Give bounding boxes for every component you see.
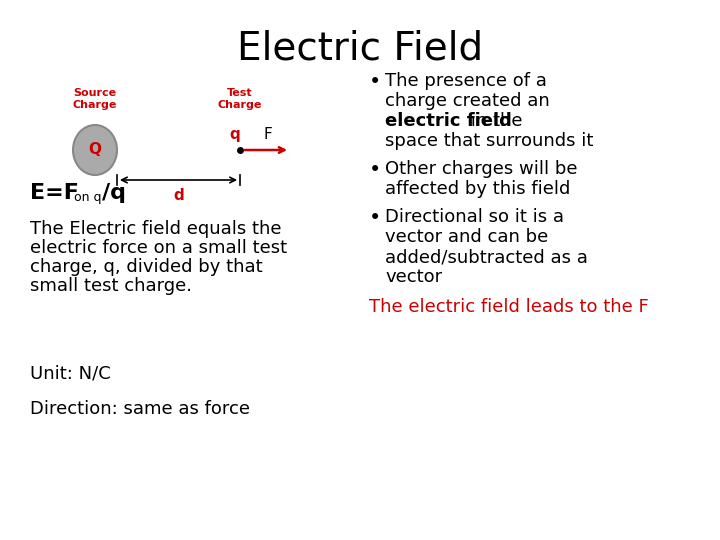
Text: charge created an: charge created an <box>385 92 550 110</box>
Text: The electric field leads to the F: The electric field leads to the F <box>369 298 649 316</box>
Text: space that surrounds it: space that surrounds it <box>385 132 593 150</box>
Text: The Electric field equals the: The Electric field equals the <box>30 220 282 238</box>
Text: vector: vector <box>385 268 442 286</box>
Text: Direction: same as force: Direction: same as force <box>30 400 250 418</box>
Text: •: • <box>369 160 382 180</box>
Text: q: q <box>230 127 240 142</box>
Text: charge, q, divided by that: charge, q, divided by that <box>30 258 263 276</box>
Text: Other charges will be: Other charges will be <box>385 160 577 178</box>
Text: electric field: electric field <box>385 112 512 130</box>
Text: electric force on a small test: electric force on a small test <box>30 239 287 257</box>
Text: on q: on q <box>74 191 102 204</box>
Text: F: F <box>264 127 272 142</box>
Text: Electric Field: Electric Field <box>237 30 483 68</box>
Text: added/subtracted as a: added/subtracted as a <box>385 248 588 266</box>
Text: Source
Charge: Source Charge <box>73 89 117 110</box>
Text: Test
Charge: Test Charge <box>218 89 262 110</box>
Ellipse shape <box>73 125 117 175</box>
Text: •: • <box>369 208 382 228</box>
Text: Q: Q <box>89 143 102 158</box>
Text: E=F: E=F <box>30 183 79 203</box>
Text: Directional so it is a: Directional so it is a <box>385 208 564 226</box>
Text: affected by this field: affected by this field <box>385 180 570 198</box>
Text: Unit: N/C: Unit: N/C <box>30 365 111 383</box>
Text: The presence of a: The presence of a <box>385 72 547 90</box>
Text: small test charge.: small test charge. <box>30 277 192 295</box>
Text: •: • <box>369 72 382 92</box>
Text: vector and can be: vector and can be <box>385 228 548 246</box>
Text: /q: /q <box>102 183 126 203</box>
Text: in the: in the <box>465 112 523 130</box>
Text: d: d <box>173 188 184 203</box>
